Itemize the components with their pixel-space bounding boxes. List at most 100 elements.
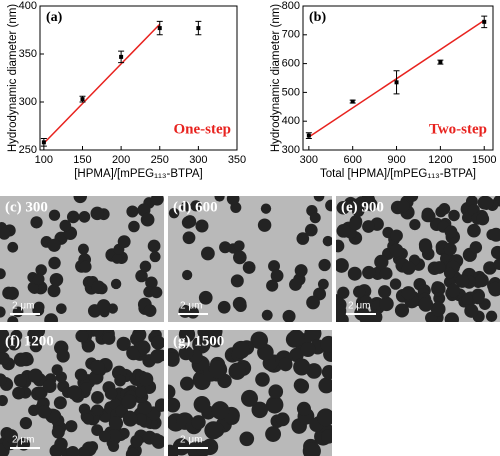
particle bbox=[438, 203, 451, 215]
particle bbox=[233, 240, 245, 252]
micrograph: (g) 1500 2 μm bbox=[168, 330, 332, 456]
x-axis-label: Total [HPMA]/[mPEG₁₁₃-BTPA] bbox=[320, 168, 476, 180]
particle bbox=[362, 220, 375, 233]
particle bbox=[137, 341, 151, 355]
particle bbox=[13, 373, 27, 387]
particle bbox=[242, 261, 256, 274]
particle bbox=[168, 207, 180, 219]
particle bbox=[0, 227, 11, 240]
particle bbox=[5, 286, 19, 300]
particle bbox=[91, 330, 104, 338]
particle bbox=[178, 345, 194, 361]
particle bbox=[96, 299, 111, 313]
particle bbox=[255, 372, 270, 387]
particle bbox=[234, 299, 247, 312]
particle bbox=[446, 283, 461, 298]
particle bbox=[490, 245, 500, 260]
scale-bar-label: 2 μm bbox=[180, 301, 202, 312]
particle bbox=[179, 376, 194, 391]
particle bbox=[111, 253, 123, 264]
particle bbox=[134, 413, 147, 426]
particle bbox=[0, 306, 6, 318]
particle bbox=[91, 280, 106, 294]
particle bbox=[59, 219, 72, 232]
particle bbox=[107, 440, 120, 453]
data-point bbox=[394, 80, 399, 85]
particle bbox=[0, 339, 10, 353]
particle bbox=[7, 241, 19, 253]
particle bbox=[430, 301, 446, 317]
particle bbox=[353, 285, 366, 298]
particle bbox=[19, 416, 33, 430]
particle bbox=[48, 209, 61, 221]
particle bbox=[409, 218, 421, 231]
data-point bbox=[438, 60, 443, 65]
particle bbox=[193, 396, 211, 413]
data-point bbox=[306, 133, 311, 138]
particle bbox=[30, 216, 43, 229]
plot-frame bbox=[39, 5, 238, 151]
particle bbox=[82, 413, 94, 425]
annotation: Two-step bbox=[429, 121, 487, 137]
particle bbox=[448, 209, 460, 222]
particle bbox=[126, 205, 139, 218]
particle bbox=[265, 396, 284, 414]
particle bbox=[226, 196, 240, 206]
particle bbox=[322, 235, 332, 247]
particle bbox=[316, 408, 332, 427]
x-tick-label: 350 bbox=[228, 154, 246, 166]
particle bbox=[29, 339, 43, 353]
particle bbox=[98, 430, 111, 443]
particle bbox=[90, 359, 105, 375]
particle bbox=[51, 425, 65, 439]
particle bbox=[201, 246, 215, 261]
micrograph: (e) 900 2 μm bbox=[336, 196, 500, 322]
particle bbox=[53, 396, 67, 410]
particle bbox=[389, 243, 404, 258]
particle bbox=[293, 358, 311, 376]
particle bbox=[117, 235, 131, 249]
fit-line bbox=[43, 23, 161, 144]
particle bbox=[261, 309, 273, 321]
particle bbox=[151, 335, 164, 350]
x-tick-label: 300 bbox=[189, 154, 207, 166]
particle bbox=[107, 429, 122, 443]
particle bbox=[47, 238, 61, 252]
particle bbox=[309, 212, 321, 224]
particle bbox=[351, 204, 365, 218]
x-tick-label: 1200 bbox=[428, 154, 452, 166]
particle bbox=[139, 372, 154, 387]
particle bbox=[336, 239, 345, 253]
particle bbox=[150, 433, 163, 445]
micrograph: (c) 300 2 μm bbox=[0, 196, 164, 322]
particle bbox=[67, 385, 82, 400]
particle bbox=[44, 313, 59, 322]
particle bbox=[80, 382, 92, 394]
scale-bar-label: 2 μm bbox=[12, 435, 34, 446]
particle bbox=[91, 391, 104, 404]
particle bbox=[13, 352, 29, 367]
particle bbox=[250, 331, 269, 350]
particle bbox=[75, 330, 89, 343]
particle bbox=[325, 199, 332, 212]
particle bbox=[418, 240, 433, 254]
micrograph-label: (g) 1500 bbox=[173, 333, 224, 349]
particle bbox=[296, 401, 311, 416]
particle bbox=[469, 241, 483, 254]
particle bbox=[217, 300, 231, 314]
y-tick-label: 350 bbox=[19, 48, 37, 60]
particle bbox=[431, 281, 444, 293]
x-tick-label: 1500 bbox=[472, 154, 496, 166]
particle bbox=[268, 260, 280, 273]
particle bbox=[30, 330, 46, 339]
particle bbox=[73, 196, 87, 204]
particle bbox=[79, 260, 92, 273]
particle bbox=[485, 310, 498, 322]
particle bbox=[32, 273, 45, 285]
particle bbox=[321, 365, 332, 380]
x-tick-label: 250 bbox=[151, 154, 169, 166]
x-tick-label: 200 bbox=[112, 154, 130, 166]
particle bbox=[219, 241, 232, 254]
particle bbox=[337, 286, 350, 299]
